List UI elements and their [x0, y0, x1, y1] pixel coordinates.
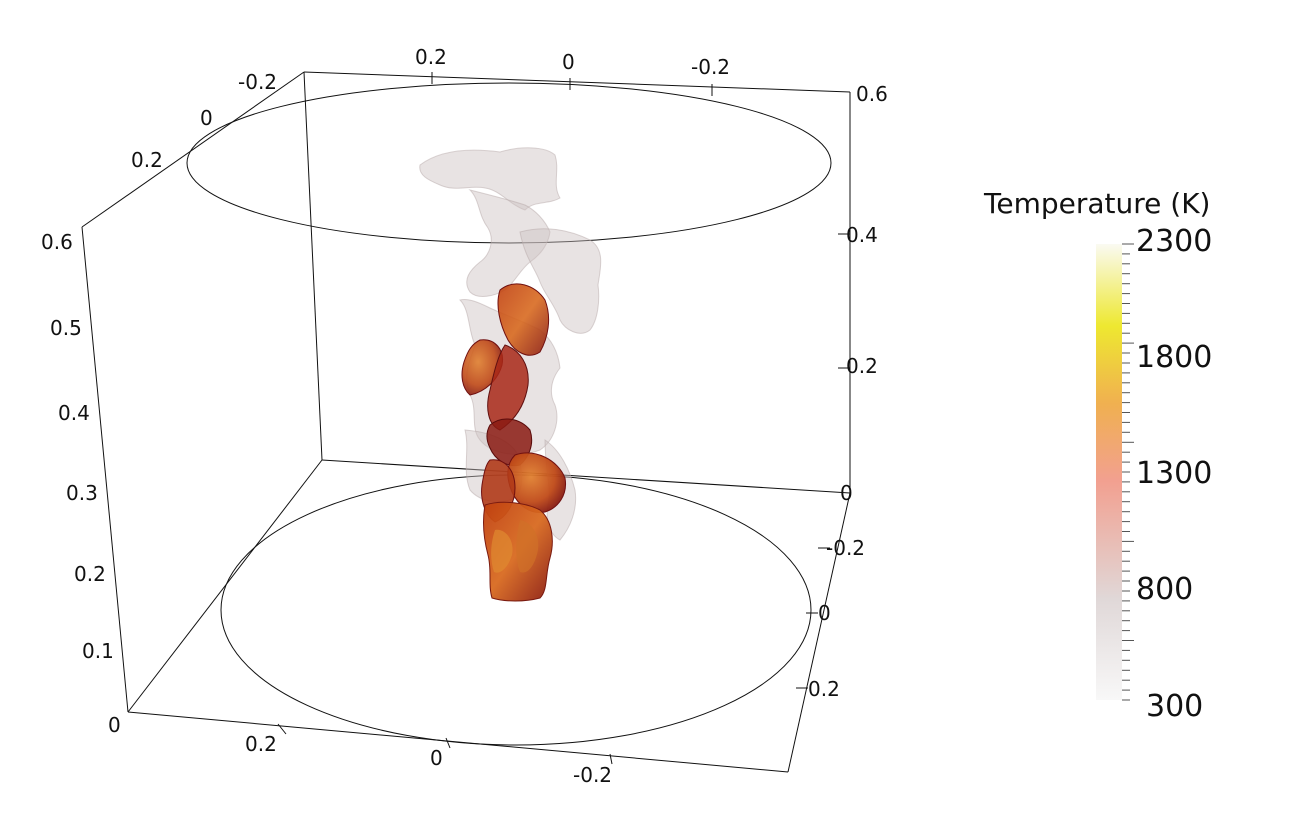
tick-label: 0.3 — [66, 481, 98, 505]
colorbar-label: 800 — [1136, 572, 1193, 607]
tick-label: 0.2 — [131, 148, 163, 172]
tick-label: 0 — [840, 481, 853, 505]
tick-label: 0 — [562, 50, 575, 74]
top-left-axis-labels: -0.2 0 0.2 — [131, 70, 277, 172]
tick-label: 0.4 — [846, 223, 878, 247]
right-y-axis-labels: -0.2 0 0.2 — [808, 536, 865, 701]
tick-label: 0.2 — [846, 354, 878, 378]
axis-ticks — [277, 72, 850, 765]
tick-label: 0 — [200, 106, 213, 130]
top-boundary-ellipse — [186, 82, 832, 244]
tick-label: 0.2 — [415, 45, 447, 69]
tick-label: 0.5 — [50, 316, 82, 340]
tick-label: 0 — [108, 713, 121, 737]
tick-label: -0.2 — [238, 70, 277, 94]
right-z-axis-labels: 0.6 0.4 0.2 0 — [840, 82, 888, 505]
colorbar-label: 300 — [1146, 689, 1203, 724]
colorbar-label: 1800 — [1136, 340, 1212, 375]
tick-label: 0.2 — [808, 677, 840, 701]
left-z-axis-labels: 0.6 0.5 0.4 0.3 0.2 0.1 0 — [41, 230, 121, 737]
colorbar-gradient — [1096, 244, 1122, 700]
top-x-axis-labels: 0.2 0 -0.2 — [415, 45, 730, 79]
tick-label: -0.2 — [826, 536, 865, 560]
colorbar-label: 1300 — [1136, 456, 1212, 491]
tick-label: 0.6 — [41, 230, 73, 254]
colorbar-label: 2300 — [1136, 224, 1212, 259]
tick-label: 0.1 — [82, 639, 114, 663]
tick-label: 0.2 — [245, 732, 277, 756]
flame-core — [461, 283, 567, 602]
tick-label: 0 — [818, 601, 831, 625]
tick-label: 0 — [430, 746, 443, 770]
tick-label: -0.2 — [573, 763, 612, 787]
colorbar-ticks — [1122, 243, 1134, 701]
tick-label: 0.6 — [856, 82, 888, 106]
tick-label: -0.2 — [691, 55, 730, 79]
colorbar-title: Temperature (K) — [983, 187, 1210, 220]
tick-label: 0.4 — [58, 401, 90, 425]
bottom-x-axis-labels: 0.2 0 -0.2 — [245, 732, 612, 787]
tick-label: 0.2 — [74, 562, 106, 586]
colorbar: Temperature (K) 2300 1800 1300 800 300 — [983, 187, 1212, 724]
